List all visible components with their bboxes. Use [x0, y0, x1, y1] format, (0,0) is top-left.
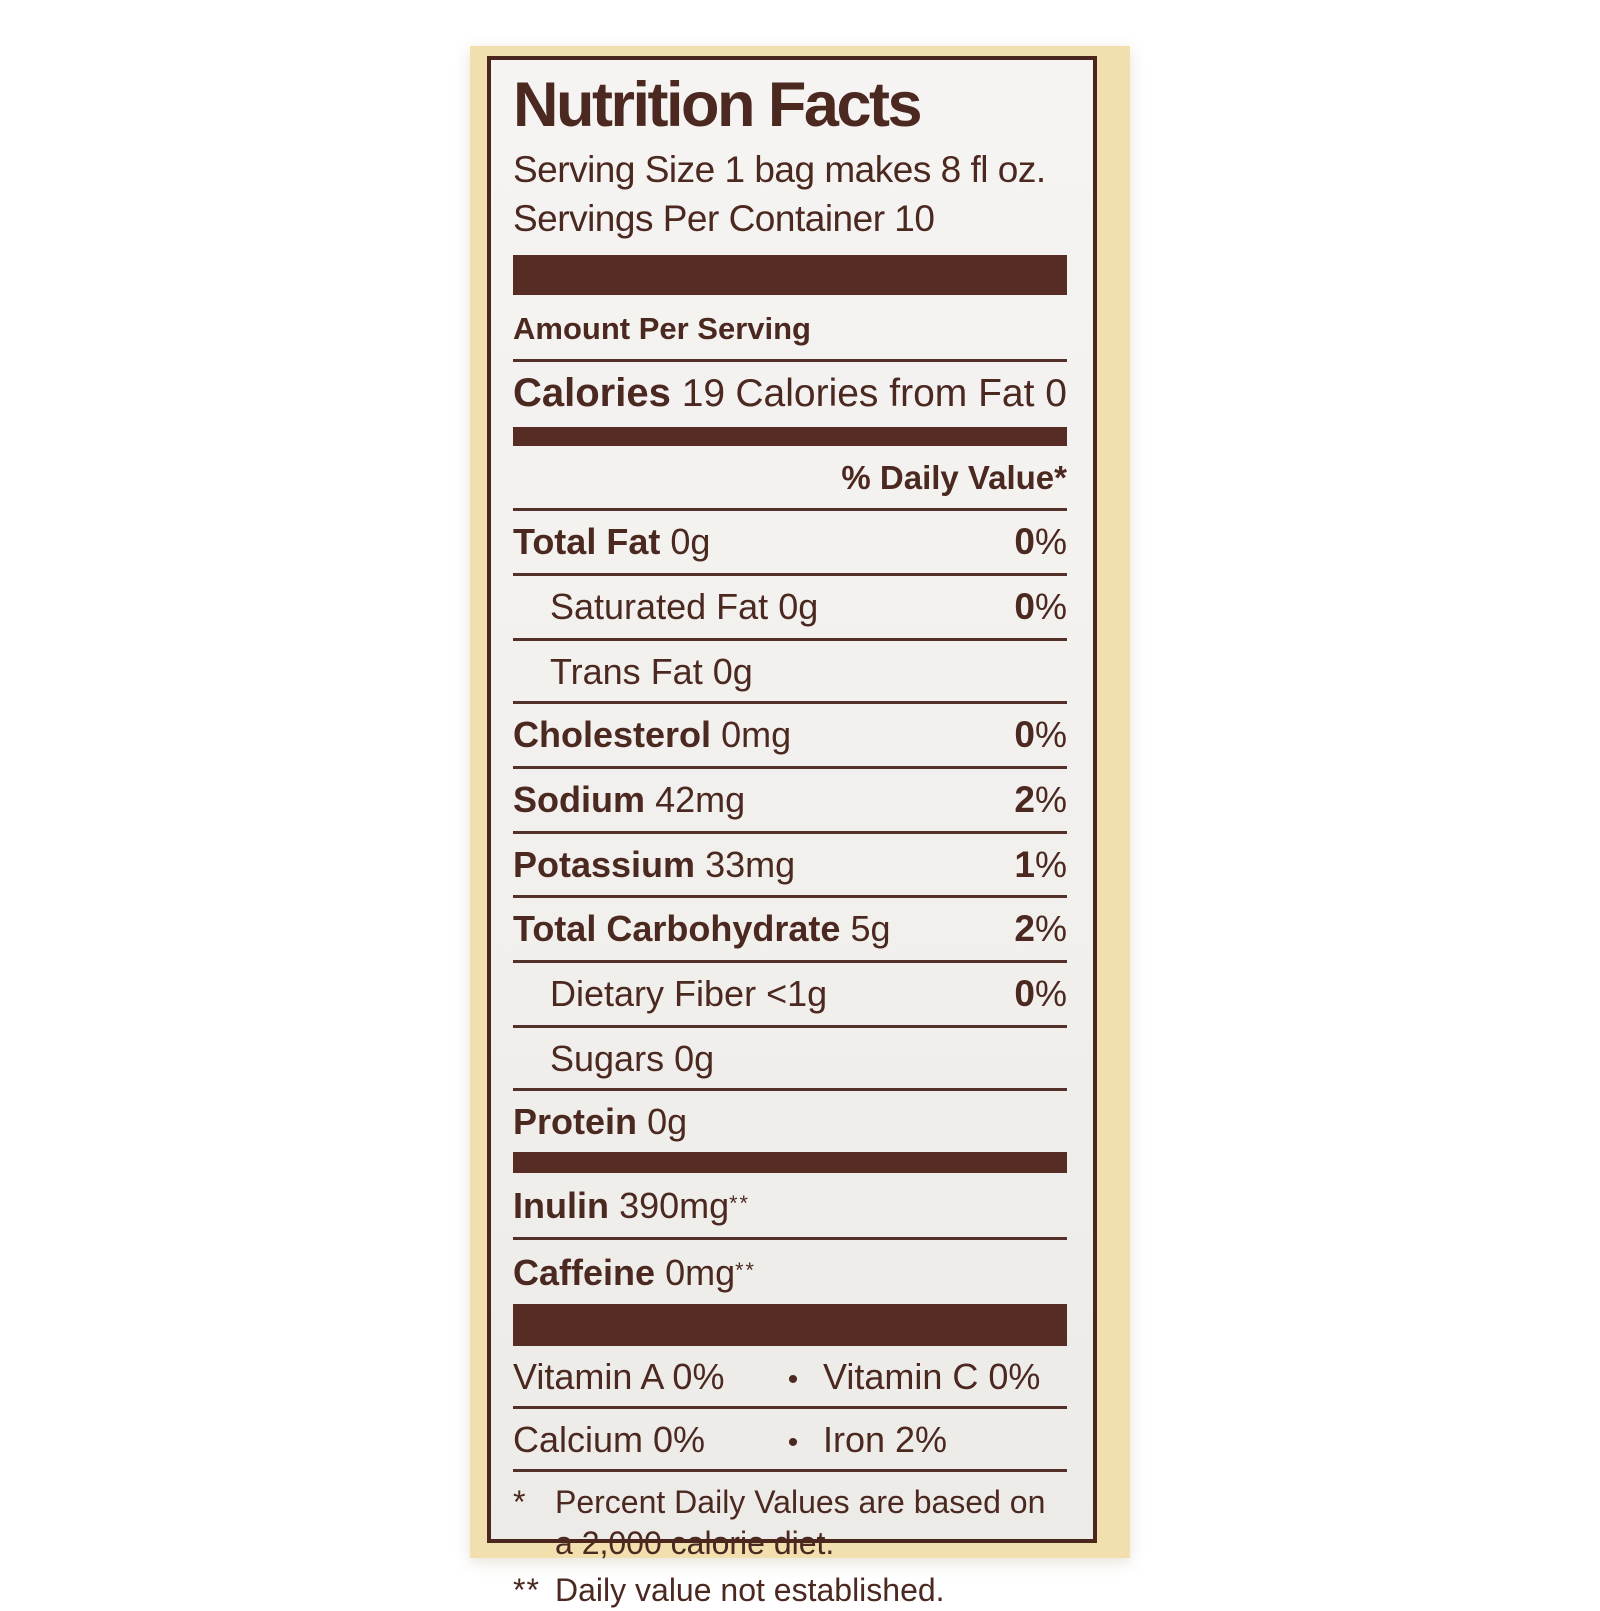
calories-row: Calories 19 Calories from Fat 0: [513, 362, 1067, 427]
calories-label: Calories: [513, 371, 671, 416]
footnote-not-established: ** Daily value not established.: [513, 1571, 945, 1608]
bullet-separator: •: [787, 1425, 799, 1459]
footnote-daily-values: * Percent Daily Values are based on a 2,…: [513, 1483, 1046, 1561]
footnotes: * Percent Daily Values are based on a 2,…: [513, 1482, 1067, 1611]
supplement-row-inulin: Inulin 390mg**: [513, 1173, 1067, 1240]
daily-value-header: % Daily Value*: [513, 446, 1067, 512]
nutrient-row-trans-fat: Trans Fat 0g: [513, 641, 1067, 705]
footnote-marker: **: [729, 1189, 750, 1215]
calories-amount: Calories 19: [513, 371, 725, 416]
calories-from-fat: Calories from Fat 0: [735, 372, 1067, 416]
thick-rule-top: [513, 255, 1067, 296]
nutrient-row-protein: Protein 0g: [513, 1101, 688, 1143]
supplement-row-caffeine: Caffeine 0mg**: [513, 1251, 756, 1293]
thick-rule-supplements: [513, 1303, 1067, 1346]
nutrient-row-sodium: Sodium 42mg 2%: [513, 769, 1067, 834]
thick-rule-protein: [513, 1151, 1067, 1173]
bullet-separator: •: [787, 1362, 799, 1396]
iron-value: Iron 2%: [823, 1418, 948, 1460]
label-title: Nutrition Facts: [513, 70, 923, 140]
nutrient-row-potassium: Potassium 33mg 1%: [513, 834, 1067, 899]
serving-info: Serving Size 1 bag makes 8 fl oz. Servin…: [513, 145, 1067, 243]
footnote-marker: **: [735, 1256, 756, 1282]
servings-per-container-text: Servings Per Container 10: [513, 197, 935, 239]
nutrient-row-saturated-fat: Saturated Fat 0g 0%: [513, 576, 1067, 641]
amount-per-serving-heading: Amount Per Serving: [513, 311, 1067, 363]
vitamin-c-value: Vitamin C 0%: [823, 1355, 1041, 1397]
thick-rule-calories: [513, 427, 1067, 447]
nutrient-row-cholesterol: Cholesterol 0mg 0%: [513, 704, 1067, 769]
micronutrient-row-minerals: Calcium 0% • Iron 2%: [513, 1409, 1067, 1472]
nutrient-row-sugars: Sugars 0g: [513, 1028, 1067, 1092]
micronutrient-row-vitamins: Vitamin A 0% • Vitamin C 0%: [513, 1346, 1067, 1409]
serving-size-text: Serving Size 1 bag makes 8 fl oz.: [513, 148, 1046, 190]
vitamin-a-value: Vitamin A 0%: [513, 1355, 725, 1397]
calcium-value: Calcium 0%: [513, 1418, 706, 1460]
nutrient-row-total-fat: Total Fat 0g 0%: [513, 511, 1067, 576]
nutrient-row-dietary-fiber: Dietary Fiber <1g 0%: [513, 963, 1067, 1028]
calories-value: 19: [681, 372, 726, 416]
nutrient-row-total-carbohydrate: Total Carbohydrate 5g 2%: [513, 898, 1067, 963]
nutrition-facts-label: Nutrition Facts Serving Size 1 bag makes…: [487, 56, 1097, 1608]
